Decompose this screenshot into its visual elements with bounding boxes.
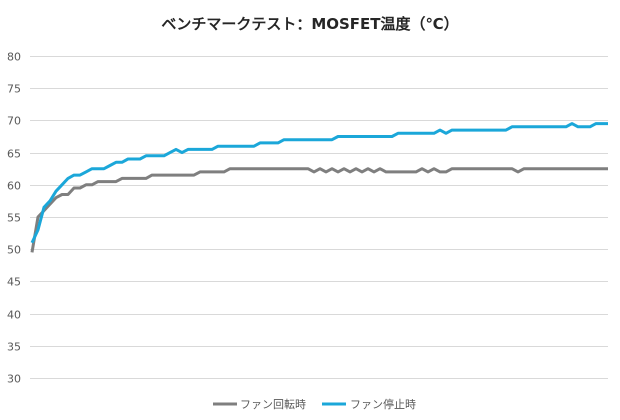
legend-label-fan-running: ファン回転時	[240, 398, 306, 411]
series-line-fan-stopped	[30, 122, 608, 244]
legend: ファン回転時 ファン停止時	[213, 397, 416, 411]
plot-series	[30, 122, 608, 253]
legend-label-fan-stopped: ファン停止時	[350, 397, 416, 411]
y-tick-label: 40	[7, 309, 21, 322]
y-tick-label: 55	[7, 212, 21, 225]
gridlines	[30, 56, 608, 379]
y-tick-label: 30	[7, 373, 21, 386]
y-tick-label: 80	[7, 51, 21, 64]
y-tick-label: 65	[7, 148, 21, 161]
legend-item-fan-running: ファン回転時	[213, 398, 306, 411]
y-tick-label: 60	[7, 180, 21, 193]
y-tick-label: 35	[7, 341, 21, 354]
y-tick-label: 75	[7, 83, 21, 96]
series-line-fan-running	[30, 167, 608, 253]
y-axis-tick-labels: 30 35 40 45 50 55 60 65 70 75 80	[7, 51, 21, 386]
y-tick-label: 50	[7, 244, 21, 257]
y-tick-label: 70	[7, 115, 21, 128]
legend-item-fan-stopped: ファン停止時	[322, 397, 416, 411]
chart-title: ベンチマークテスト：MOSFET温度（℃）	[161, 15, 458, 33]
y-tick-label: 45	[7, 276, 21, 289]
